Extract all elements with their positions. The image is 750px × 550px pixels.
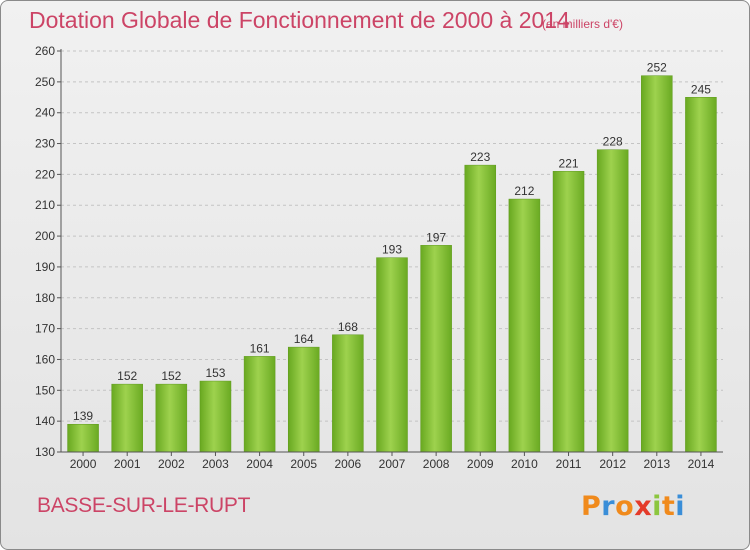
bar [552, 171, 585, 453]
bar-value-label: 245 [691, 82, 711, 96]
bar [596, 149, 629, 453]
proxiti-logo[interactable]: Proxiti [581, 491, 685, 522]
y-tick-label: 250 [35, 75, 55, 89]
bar [155, 383, 188, 453]
bar-value-label: 212 [514, 184, 534, 198]
y-tick-label: 130 [35, 445, 55, 459]
x-tick-label: 2010 [511, 457, 538, 471]
x-tick-label: 2011 [556, 457, 582, 471]
bar-value-label: 164 [294, 332, 314, 346]
bar-value-label: 193 [382, 243, 402, 257]
logo-letter: t [661, 491, 676, 522]
x-tick-label: 2004 [246, 457, 273, 471]
axes: 130 140 150 160 170 180 190 200 210 220 230 240 250 2… [35, 44, 723, 471]
bar-value-label: 252 [647, 61, 667, 75]
bar [685, 97, 717, 453]
x-tick-label: 2014 [688, 457, 715, 471]
bar-value-label: 139 [73, 409, 93, 423]
logo-letter: x [634, 491, 653, 522]
logo-letter: r [601, 491, 616, 522]
bar [420, 245, 452, 453]
bar [67, 423, 99, 453]
bar-value-label: 168 [338, 320, 358, 334]
bar [199, 380, 232, 453]
bar-value-label: 221 [559, 156, 579, 170]
y-tick-label: 260 [35, 44, 55, 58]
bar-value-label: 161 [250, 341, 270, 355]
x-tick-label: 2003 [202, 457, 229, 471]
x-tick-label: 2001 [114, 457, 141, 471]
chart-title: Dotation Globale de Fonctionnement de 20… [29, 7, 570, 33]
bar [464, 164, 497, 453]
bar [641, 75, 673, 453]
y-tick-label: 200 [35, 229, 55, 243]
y-tick-label: 170 [35, 322, 55, 336]
x-tick-label: 2006 [335, 457, 362, 471]
bar-value-label: 223 [470, 150, 490, 164]
logo-letter: i [675, 491, 686, 522]
bar [376, 257, 408, 453]
logo-letter: i [652, 491, 662, 522]
y-tick-label: 230 [35, 137, 55, 151]
y-tick-label: 180 [35, 291, 55, 305]
x-tick-label: 2007 [379, 457, 406, 471]
y-tick-label: 240 [35, 106, 55, 120]
bar [287, 346, 320, 453]
x-tick-label: 2000 [70, 457, 97, 471]
y-tick-label: 210 [35, 198, 55, 212]
x-tick-label: 2002 [158, 457, 185, 471]
bar-value-label: 228 [603, 135, 623, 149]
bar [243, 356, 276, 453]
y-tick-label: 220 [35, 167, 55, 181]
bars: 139 152 152 153 161 164 168 193 197 223 212 221 228 2… [67, 61, 717, 453]
x-tick-label: 2005 [290, 457, 317, 471]
bar [508, 198, 541, 453]
bar [111, 383, 143, 453]
bar-value-label: 152 [117, 369, 137, 383]
y-tick-label: 160 [35, 352, 55, 366]
logo-letter: P [581, 491, 602, 522]
logo-letter: o [615, 491, 635, 522]
x-tick-label: 2012 [599, 457, 626, 471]
y-tick-label: 150 [35, 383, 55, 397]
y-tick-label: 140 [35, 414, 55, 428]
bar [332, 334, 364, 453]
chart-subtitle: (en milliers d'€) [542, 17, 623, 31]
bar-value-label: 197 [426, 230, 446, 244]
bar-value-label: 152 [161, 369, 181, 383]
x-tick-label: 2013 [643, 457, 670, 471]
city-name: BASSE-SUR-LE-RUPT [37, 494, 251, 517]
x-tick-label: 2008 [423, 457, 450, 471]
x-tick-label: 2009 [467, 457, 494, 471]
bar-value-label: 153 [205, 366, 225, 380]
y-tick-label: 190 [35, 260, 55, 274]
